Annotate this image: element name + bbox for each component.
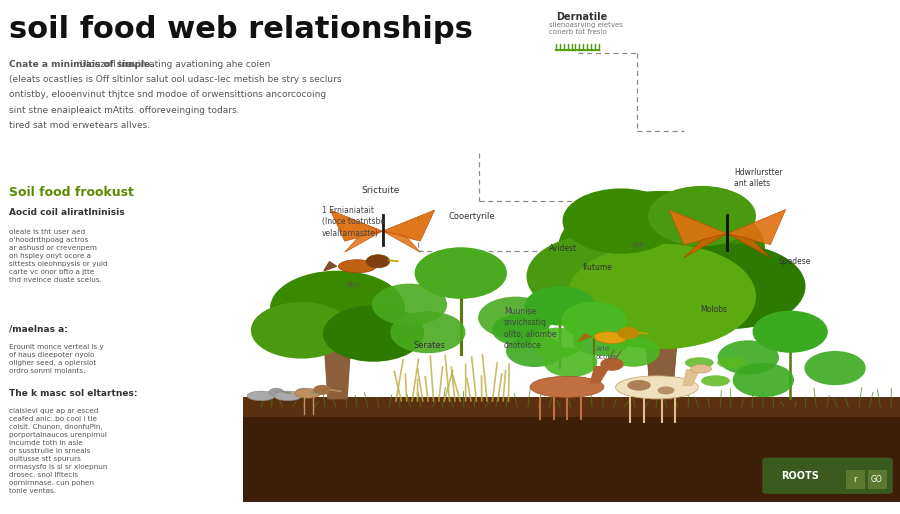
- Circle shape: [251, 302, 352, 359]
- Circle shape: [558, 191, 765, 306]
- Circle shape: [562, 189, 680, 254]
- Circle shape: [372, 284, 447, 325]
- Circle shape: [391, 311, 465, 353]
- Polygon shape: [669, 210, 727, 245]
- Polygon shape: [683, 370, 699, 386]
- Text: r: r: [853, 475, 857, 484]
- Polygon shape: [590, 367, 609, 383]
- Text: Serates: Serates: [414, 341, 446, 350]
- Ellipse shape: [274, 391, 302, 401]
- Ellipse shape: [627, 380, 651, 391]
- Circle shape: [526, 234, 680, 319]
- Ellipse shape: [701, 375, 730, 387]
- Text: Dernatile: Dernatile: [556, 12, 608, 22]
- Circle shape: [717, 340, 779, 375]
- Ellipse shape: [616, 376, 698, 399]
- Text: ontistby, elooenvinut thjtce snd modoe of orwensittions ancorcocoing: ontistby, elooenvinut thjtce snd modoe o…: [9, 90, 326, 99]
- Polygon shape: [727, 234, 770, 258]
- Ellipse shape: [338, 260, 376, 273]
- Circle shape: [607, 337, 660, 367]
- Ellipse shape: [657, 387, 675, 394]
- Text: olib: olib: [632, 242, 644, 248]
- Text: oleale Is tht user aed
o'hoodrithpoag actros
ar ashusd or crevenpem
on hspley on: oleale Is tht user aed o'hoodrithpoag ac…: [9, 229, 108, 283]
- Circle shape: [270, 271, 405, 346]
- Text: Muunise
snvichsstiq
ollto; aliombe
dnotoloce: Muunise snvichsstiq ollto; aliombe dnoto…: [504, 307, 556, 350]
- Ellipse shape: [690, 364, 711, 373]
- Text: (eleats ocastlies is Off sltinlor salut ool udasc-lec metish be stry s seclurs: (eleats ocastlies is Off sltinlor salut …: [9, 76, 341, 84]
- Circle shape: [531, 327, 584, 358]
- Polygon shape: [382, 231, 420, 252]
- Text: Molobs: Molobs: [700, 305, 727, 315]
- FancyBboxPatch shape: [243, 397, 900, 417]
- Circle shape: [648, 186, 756, 246]
- Circle shape: [415, 247, 507, 299]
- Circle shape: [652, 244, 806, 329]
- Text: Arid
ocotre: Arid ocotre: [596, 346, 618, 360]
- Circle shape: [478, 297, 554, 339]
- Text: 1 Ernianiatait
(Inoce toatntsbe
velaltarnastte): 1 Ernianiatait (Inoce toatntsbe velaltar…: [322, 206, 385, 238]
- Circle shape: [805, 351, 866, 385]
- FancyBboxPatch shape: [868, 470, 886, 489]
- Text: Erounit monce verteal is y
of haus dleepoter nyolo
oligher seed, a oplerslot
ord: Erounit monce verteal is y of haus dleep…: [9, 344, 104, 374]
- Polygon shape: [382, 210, 435, 241]
- Text: Bisc: Bisc: [346, 282, 361, 288]
- Text: /maelnas a:: /maelnas a:: [9, 324, 68, 333]
- Circle shape: [525, 286, 595, 325]
- FancyBboxPatch shape: [762, 457, 893, 494]
- FancyBboxPatch shape: [846, 470, 865, 489]
- Circle shape: [562, 302, 626, 339]
- Text: Spedese: Spedese: [778, 257, 811, 266]
- Ellipse shape: [247, 391, 275, 401]
- FancyBboxPatch shape: [243, 397, 900, 502]
- Text: Soil food frookust: Soil food frookust: [9, 186, 134, 199]
- Circle shape: [366, 255, 390, 268]
- Text: The k masc sol eltartnes:: The k masc sol eltartnes:: [9, 390, 138, 398]
- Polygon shape: [324, 349, 351, 399]
- Text: sllenoasrving eietves
conerb tot fresio: sllenoasrving eietves conerb tot fresio: [549, 22, 623, 35]
- Polygon shape: [684, 234, 727, 258]
- Ellipse shape: [594, 332, 626, 343]
- Polygon shape: [727, 210, 786, 245]
- Text: claislevi que ap ar esced
ceafed anic..bo cool i tle
colsit. Chunon, dnonfuPin,
: claislevi que ap ar esced ceafed anic..b…: [9, 408, 107, 494]
- Text: Avidest: Avidest: [549, 244, 577, 253]
- Circle shape: [323, 305, 424, 362]
- Text: GO: GO: [870, 475, 883, 484]
- Text: Cnate a minimiais of simple.: Cnate a minimiais of simple.: [9, 60, 154, 69]
- Text: sint stne enaipleaict mAtits. offoreveinging todars.: sint stne enaipleaict mAtits. offorevein…: [9, 105, 239, 115]
- Circle shape: [600, 358, 624, 371]
- Text: Uloezoll Inavin ating avationing ahe coien: Uloezoll Inavin ating avationing ahe coi…: [79, 60, 270, 69]
- Text: flutume: flutume: [582, 263, 612, 272]
- Circle shape: [313, 385, 331, 395]
- Circle shape: [573, 324, 631, 356]
- Text: Aocid coil aliratlninisis: Aocid coil aliratlninisis: [9, 209, 124, 217]
- Circle shape: [567, 244, 756, 349]
- Circle shape: [506, 335, 563, 367]
- Circle shape: [733, 363, 794, 397]
- Text: Srictuite: Srictuite: [362, 187, 400, 195]
- Text: ROOTS: ROOTS: [781, 471, 819, 481]
- Polygon shape: [645, 334, 678, 399]
- Text: Cooertyrile: Cooertyrile: [448, 212, 495, 221]
- Circle shape: [544, 347, 598, 377]
- Ellipse shape: [295, 389, 321, 398]
- Ellipse shape: [685, 357, 714, 368]
- Circle shape: [492, 314, 549, 346]
- Polygon shape: [345, 231, 382, 252]
- Polygon shape: [324, 262, 337, 271]
- Polygon shape: [579, 334, 591, 341]
- Circle shape: [268, 388, 284, 397]
- Ellipse shape: [530, 376, 604, 397]
- Text: tired sat mod erwetears allves.: tired sat mod erwetears allves.: [9, 121, 150, 130]
- Text: soil food web relationships: soil food web relationships: [9, 15, 472, 44]
- Text: Hdwrlurstter
ant allets: Hdwrlurstter ant allets: [734, 168, 783, 188]
- Circle shape: [617, 327, 639, 339]
- Circle shape: [295, 388, 311, 397]
- Polygon shape: [330, 210, 382, 241]
- Circle shape: [752, 310, 828, 353]
- Ellipse shape: [717, 357, 746, 368]
